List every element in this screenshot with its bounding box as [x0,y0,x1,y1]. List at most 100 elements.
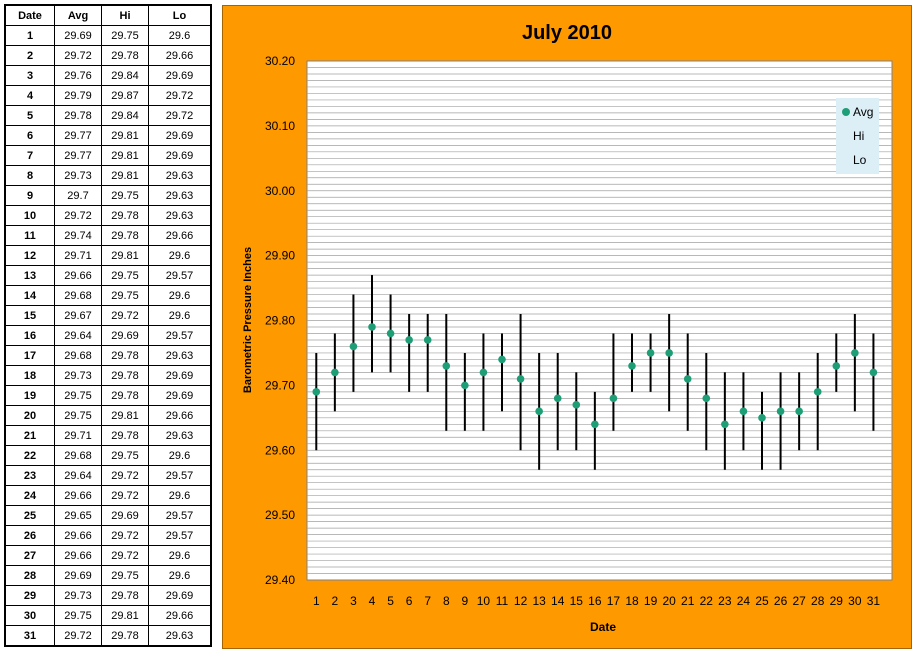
chart-panel: July 2010 30.20 30.10 30.00 29.90 29.80 29.70… [222,5,912,649]
table-row: 15 29.67 29.72 29.6 [4,305,212,326]
avg-cell: 29.79 [54,85,102,106]
date-cell: 31 [4,625,55,647]
hi-cell: 29.81 [101,125,149,146]
x-tick-label: 27 [792,594,806,608]
x-tick-label: 7 [424,594,431,608]
table-row: 10 29.72 29.78 29.63 [4,205,212,226]
hi-cell: 29.69 [101,325,149,346]
hi-cell: 29.72 [101,305,149,326]
avg-point [832,362,841,370]
avg-cell: 29.66 [54,545,102,566]
table-body: 1 29.69 29.75 29.6 2 29.72 29.78 29.66 3 29.76 29.… [4,25,212,647]
y-tick-label: 30.10 [265,119,295,133]
grid-layer [307,67,892,574]
legend: Avg Hi Lo [836,98,879,174]
hi-cell: 29.84 [101,65,149,86]
avg-point [331,368,339,377]
x-tick-label: 18 [625,594,639,608]
hi-cell: 29.75 [101,445,149,466]
hi-cell: 29.75 [101,265,149,286]
x-tick-label: 21 [681,594,695,608]
avg-point [312,388,321,396]
avg-point [795,407,803,416]
avg-point [869,368,878,377]
hi-cell: 29.78 [101,225,149,246]
avg-series [312,323,878,429]
avg-point [813,388,822,396]
x-tick-label: 1 [313,594,320,608]
table-row: 6 29.77 29.81 29.69 [4,125,212,146]
date-cell: 19 [4,385,55,406]
hi-cell: 29.81 [101,605,149,626]
avg-cell: 29.72 [54,625,102,647]
date-cell: 10 [4,205,55,226]
y-tick-label: 29.70 [265,378,295,392]
avg-point [349,342,358,351]
x-tick-label: 5 [387,594,394,608]
x-tick-label: 12 [514,594,528,608]
date-cell: 30 [4,605,55,626]
hi-cell: 29.84 [101,105,149,126]
hi-cell: 29.81 [101,165,149,186]
avg-cell: 29.69 [54,565,102,586]
avg-cell: 29.72 [54,45,102,66]
lo-cell: 29.66 [148,225,212,246]
hi-cell: 29.81 [101,405,149,426]
lo-cell: 29.66 [148,405,212,426]
table-row: 1 29.69 29.75 29.6 [4,25,212,46]
x-axis-ticks: 1 2 3 4 5 6 7 8 9 10 11 12 13 14 15 16 17 18 19 20 21 22 23 24 2… [313,594,880,608]
x-axis-label: Date [590,620,616,634]
legend-lo-label: Lo [853,153,867,167]
legend-avg-label: Avg [853,105,873,119]
table-row: 22 29.68 29.75 29.6 [4,445,212,466]
lo-cell: 29.6 [148,485,212,506]
lo-cell: 29.72 [148,105,212,126]
lo-cell: 29.6 [148,445,212,466]
avg-point [646,349,655,357]
table-row: 8 29.73 29.81 29.63 [4,165,212,186]
table-row: 25 29.65 29.69 29.57 [4,505,212,526]
avg-point [386,329,395,338]
date-cell: 8 [4,165,55,186]
avg-cell: 29.73 [54,585,102,606]
avg-cell: 29.75 [54,605,102,626]
avg-point [572,401,581,409]
hi-cell: 29.72 [101,485,149,506]
hi-cell: 29.72 [101,545,149,566]
avg-cell: 29.66 [54,525,102,546]
hi-cell: 29.78 [101,365,149,386]
avg-point [368,323,376,331]
x-tick-label: 25 [755,594,769,608]
avg-cell: 29.73 [54,365,102,386]
avg-cell: 29.73 [54,165,102,186]
avg-cell: 29.74 [54,225,102,246]
table-row: 30 29.75 29.81 29.66 [4,605,212,626]
avg-point [591,420,599,429]
lo-cell: 29.63 [148,625,212,647]
date-cell: 17 [4,345,55,366]
avg-cell: 29.69 [54,25,102,46]
date-cell: 27 [4,545,55,566]
avg-point [442,362,451,370]
lo-cell: 29.6 [148,285,212,306]
table-row: 31 29.72 29.78 29.63 [4,625,212,647]
header-date: Date [4,4,55,26]
lo-cell: 29.63 [148,205,212,226]
y-tick-label: 30.00 [265,184,295,198]
avg-cell: 29.66 [54,485,102,506]
avg-point [405,336,413,344]
x-tick-label: 3 [350,594,357,608]
date-cell: 26 [4,525,55,546]
lo-cell: 29.6 [148,545,212,566]
table-row: 17 29.68 29.78 29.63 [4,345,212,366]
date-cell: 1 [4,25,55,46]
avg-point [665,349,673,357]
avg-cell: 29.72 [54,205,102,226]
table-row: 27 29.66 29.72 29.6 [4,545,212,566]
avg-cell: 29.66 [54,265,102,286]
y-tick-label: 30.20 [265,54,295,68]
avg-cell: 29.76 [54,65,102,86]
x-tick-label: 28 [811,594,825,608]
table-row: 16 29.64 29.69 29.57 [4,325,212,346]
avg-cell: 29.77 [54,125,102,146]
